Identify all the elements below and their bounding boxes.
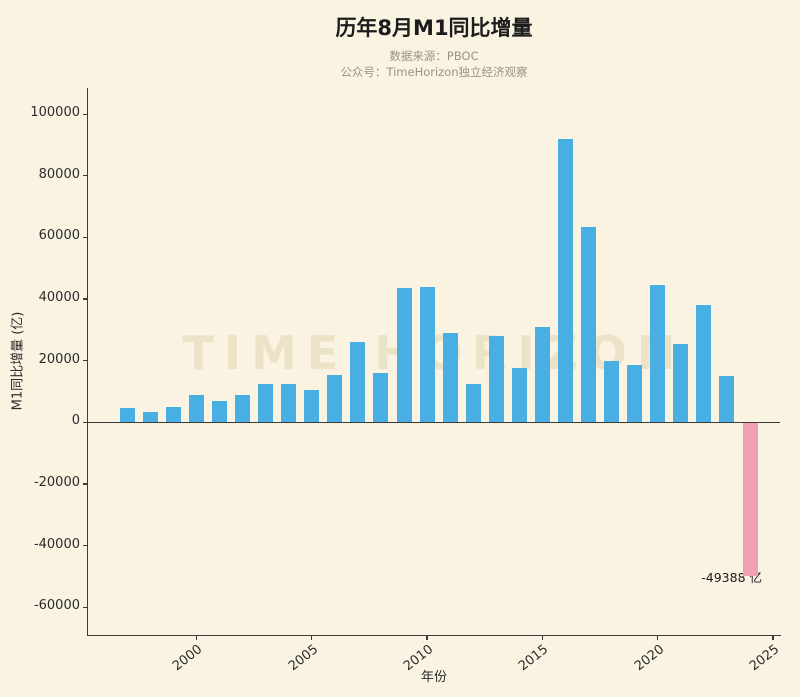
bar-1999: [165, 406, 181, 423]
chart-subtitle-channel: 公众号：TimeHorizon独立经济观察: [340, 65, 528, 79]
y-tick-label: -40000: [33, 536, 80, 552]
y-tick-mark: [83, 236, 88, 239]
y-tick-mark: [83, 175, 88, 177]
bar-2012: [465, 383, 481, 423]
chart-subtitle-source: 数据来源：PBOC: [389, 49, 479, 63]
bar-1998: [142, 411, 158, 423]
x-tick-mark: [195, 635, 197, 640]
zero-baseline: [88, 422, 780, 424]
y-tick-mark: [83, 606, 88, 608]
y-tick-mark: [83, 360, 88, 362]
bar-2020: [650, 285, 666, 423]
bar-2024: [742, 423, 758, 576]
y-tick-mark: [83, 113, 88, 115]
x-tick-mark: [311, 635, 313, 640]
plot-area: TIME HORIZON -49388 亿 -60000 -40000 -20000…: [30, 88, 782, 674]
bar-2001: [211, 400, 227, 423]
bar-2015: [534, 326, 550, 423]
y-tick-label: 20000: [38, 351, 80, 367]
x-tick-mark: [772, 635, 774, 640]
bar-2005: [304, 390, 320, 423]
bar-2006: [327, 374, 343, 423]
y-tick-label: -20000: [33, 474, 80, 490]
y-tick-mark: [83, 483, 88, 485]
y-tick-label: 80000: [38, 166, 80, 182]
x-tick-mark: [657, 635, 659, 640]
y-tick-mark: [83, 421, 88, 423]
y-tick-label: -60000: [33, 598, 80, 614]
chart-title: 历年8月M1同比增量: [335, 16, 533, 40]
x-tick-mark: [541, 635, 543, 640]
bar-2017: [581, 226, 597, 423]
y-tick-label: 60000: [38, 228, 80, 244]
x-tick-mark: [426, 635, 428, 640]
x-axis-label: 年份: [420, 670, 447, 685]
y-tick-label: 40000: [38, 290, 80, 306]
bar-2021: [673, 343, 689, 423]
y-tick-mark: [83, 298, 88, 300]
bar-2000: [188, 395, 204, 423]
y-axis-spine: [87, 88, 89, 636]
bar-1997: [119, 408, 135, 423]
y-tick-label: 0: [71, 413, 80, 429]
bar-2010: [419, 286, 435, 423]
bar-2011: [442, 332, 458, 423]
bar-2018: [604, 360, 620, 423]
bar-2019: [627, 365, 643, 423]
bar-2003: [258, 384, 274, 423]
bar-2002: [235, 395, 251, 423]
y-tick-label: 100000: [30, 105, 80, 121]
bar-2009: [396, 288, 412, 423]
y-tick-mark: [83, 545, 88, 547]
bar-2008: [373, 373, 389, 423]
bar-2004: [281, 384, 297, 423]
bar-2013: [488, 336, 504, 423]
bar-2023: [719, 376, 735, 423]
bar-2022: [696, 305, 712, 423]
bar-2014: [511, 367, 527, 423]
x-axis-spine: [87, 634, 781, 636]
bar-2016: [557, 138, 573, 423]
bar-2007: [350, 342, 366, 423]
